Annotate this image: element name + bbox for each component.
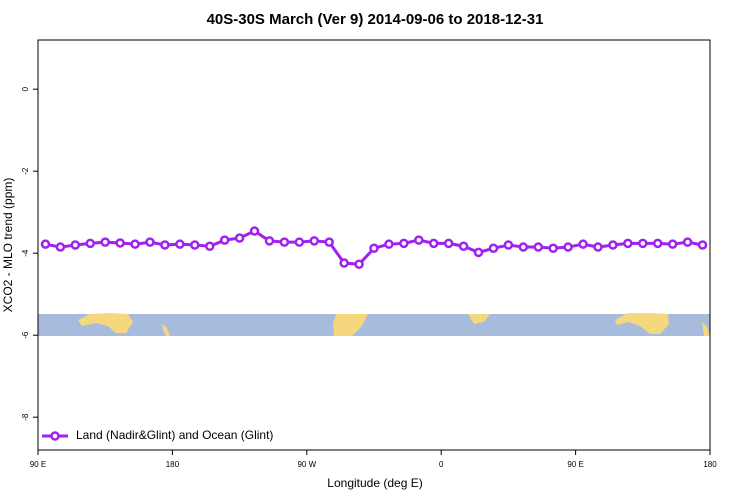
data-point [40,239,51,249]
data-point [608,240,618,250]
y-tick-label: -6 [21,331,30,339]
x-tick-label: 90 E [567,460,583,469]
data-point [682,237,693,247]
data-point [234,233,245,243]
data-point [175,239,185,249]
legend-marker [50,431,60,441]
data-point [309,236,320,246]
x-axis-label: Longitude (deg E) [327,476,422,490]
data-point [563,242,573,252]
data-point [488,243,499,254]
data-point [384,239,394,249]
data-point [70,240,81,250]
data-point [697,240,708,250]
chart-title: 40S-30S March (Ver 9) 2014-09-06 to 2018… [207,11,544,28]
x-tick-label: 0 [439,460,444,469]
data-point [473,247,484,258]
data-point [160,240,170,250]
data-point [264,236,275,246]
data-point [85,238,96,249]
data-point [294,237,305,247]
data-point [638,238,648,249]
legend-label: Land (Nadir&Glint) and Ocean (Glint) [76,428,273,442]
data-point [578,239,588,249]
data-point [533,242,544,252]
data-point [354,259,364,270]
data-point [428,238,439,249]
data-point [593,242,603,252]
data-point [458,241,469,251]
y-tick-label: -4 [21,249,30,257]
data-point [324,237,334,247]
data-point [190,240,200,250]
data-point [204,241,215,251]
data-point [279,237,290,247]
x-tick-label: 90 E [30,460,46,469]
data-point [443,238,454,249]
y-axis-label: XCO2 - MLO trend (ppm) [1,178,15,313]
data-point [55,242,66,252]
x-tick-label: 180 [703,460,717,469]
data-point [249,226,260,236]
map-strip [38,313,710,336]
data-point [115,238,125,248]
data-point [623,238,633,249]
data-point [667,239,678,249]
x-tick-label: 180 [166,460,180,469]
data-point [399,238,409,249]
data-point [130,239,140,249]
data-point [145,237,155,247]
data-point [548,243,558,254]
data-point [414,235,424,245]
data-point [503,240,514,250]
data-point [100,237,110,247]
plot-frame [37,39,711,451]
data-point [652,238,663,249]
data-point [339,258,349,268]
y-tick-label: -2 [21,167,30,175]
data-point [518,242,529,252]
y-tick-label: -8 [21,413,30,421]
data-point [369,243,379,254]
data-point [219,235,230,245]
x-tick-label: 90 W [297,460,316,469]
y-tick-label: 0 [21,86,30,91]
